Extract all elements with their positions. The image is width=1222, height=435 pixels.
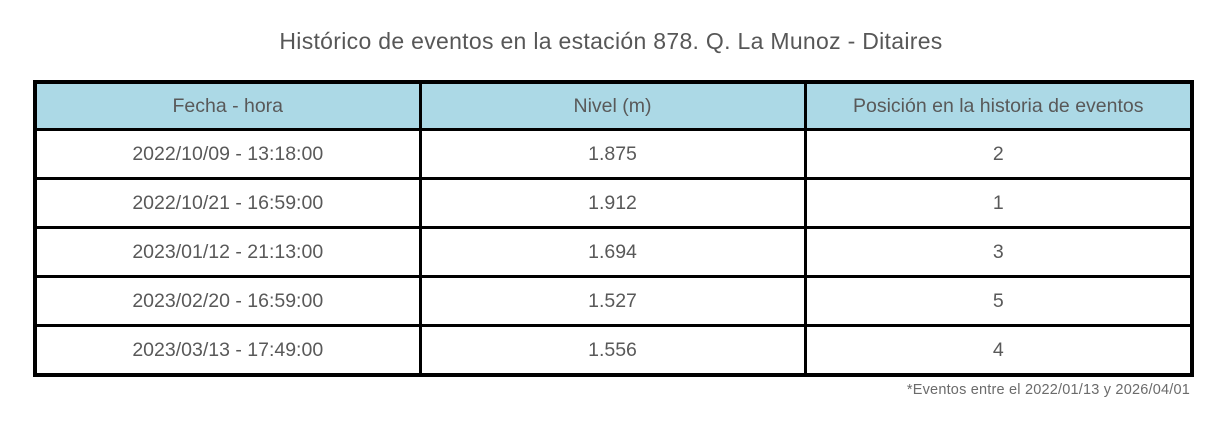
cell-fecha-hora: 2022/10/21 - 16:59:00 [33, 177, 422, 229]
cell-nivel: 1.912 [418, 177, 807, 229]
header-fecha-hora: Fecha - hora [33, 80, 422, 131]
page-title: Histórico de eventos en la estación 878.… [279, 28, 943, 54]
cell-nivel: 1.556 [418, 324, 807, 377]
table-row: 2023/03/13 - 17:49:00 1.556 4 [33, 324, 1194, 377]
cell-fecha-hora: 2023/03/13 - 17:49:00 [33, 324, 422, 377]
table-header-row: Fecha - hora Nivel (m) Posición en la hi… [33, 80, 1194, 131]
header-nivel: Nivel (m) [418, 80, 807, 131]
cell-posicion: 1 [803, 177, 1194, 229]
cell-nivel: 1.694 [418, 226, 807, 278]
table-row: 2022/10/09 - 13:18:00 1.875 2 [33, 128, 1194, 180]
cell-posicion: 2 [803, 128, 1194, 180]
cell-fecha-hora: 2023/02/20 - 16:59:00 [33, 275, 422, 327]
cell-fecha-hora: 2023/01/12 - 21:13:00 [33, 226, 422, 278]
events-table: Fecha - hora Nivel (m) Posición en la hi… [33, 80, 1194, 377]
cell-fecha-hora: 2022/10/09 - 13:18:00 [33, 128, 422, 180]
header-posicion: Posición en la historia de eventos [803, 80, 1194, 131]
table-row: 2022/10/21 - 16:59:00 1.912 1 [33, 177, 1194, 229]
cell-posicion: 4 [803, 324, 1194, 377]
cell-nivel: 1.875 [418, 128, 807, 180]
table-row: 2023/02/20 - 16:59:00 1.527 5 [33, 275, 1194, 327]
cell-posicion: 3 [803, 226, 1194, 278]
events-range-footnote: *Eventos entre el 2022/01/13 y 2026/04/0… [906, 382, 1190, 398]
cell-nivel: 1.527 [418, 275, 807, 327]
table-row: 2023/01/12 - 21:13:00 1.694 3 [33, 226, 1194, 278]
cell-posicion: 5 [803, 275, 1194, 327]
